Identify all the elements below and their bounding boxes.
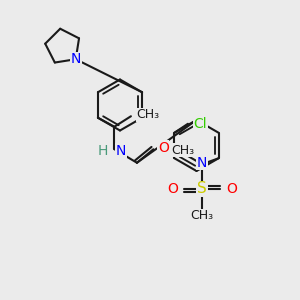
Text: O: O	[226, 182, 237, 196]
Text: O: O	[167, 182, 178, 196]
Text: N: N	[70, 52, 81, 66]
Text: CH₃: CH₃	[136, 108, 159, 121]
Text: S: S	[197, 181, 207, 196]
Text: CH₃: CH₃	[190, 209, 214, 222]
Text: N: N	[197, 156, 207, 170]
Text: Cl: Cl	[193, 117, 207, 131]
Text: O: O	[158, 141, 169, 155]
Text: CH₃: CH₃	[171, 144, 194, 157]
Text: H: H	[98, 144, 108, 158]
Text: N: N	[116, 144, 126, 158]
